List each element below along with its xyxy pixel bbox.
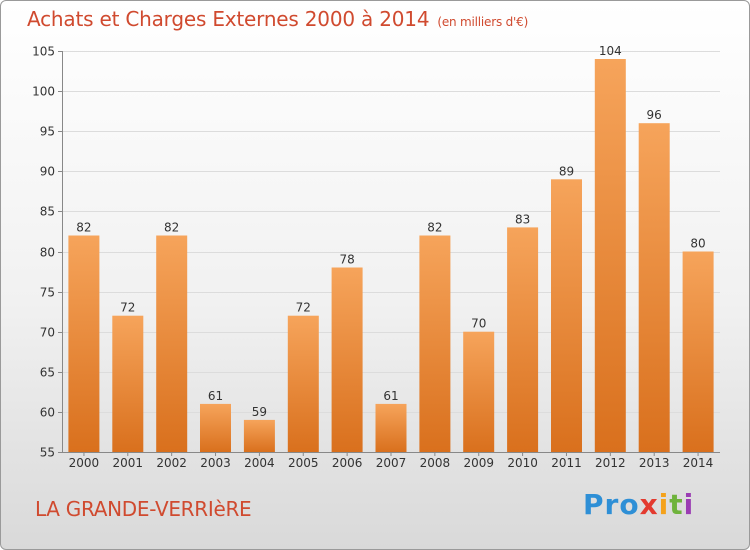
x-tick-label: 2013 — [639, 456, 670, 470]
x-tick-label: 2001 — [113, 456, 144, 470]
logo-part: i — [658, 488, 670, 521]
bar-2010 — [507, 227, 539, 452]
value-label: 72 — [120, 301, 135, 315]
bar-2007 — [375, 403, 407, 452]
x-tick-label: 2002 — [156, 456, 187, 470]
bar-2014 — [682, 251, 714, 452]
value-label: 104 — [599, 44, 622, 58]
y-tick-label: 75 — [40, 286, 55, 300]
x-tick-label: 2012 — [595, 456, 626, 470]
logo-part: Pro — [583, 488, 640, 521]
y-tick-label: 80 — [40, 246, 55, 260]
x-tick-label: 2000 — [69, 456, 100, 470]
value-label: 61 — [208, 389, 223, 403]
logo-part: i — [683, 488, 695, 521]
x-tick-label: 2014 — [683, 456, 714, 470]
value-label: 72 — [296, 301, 311, 315]
bar-2003 — [200, 403, 231, 452]
logo-part: x — [639, 488, 659, 521]
bar-2009 — [463, 331, 495, 452]
y-tick-label: 100 — [32, 85, 55, 99]
bar-2012 — [594, 59, 626, 452]
proxiti-logo: Proxiti — [583, 488, 694, 521]
y-tick-label: 105 — [32, 45, 55, 59]
logo-part: t — [669, 488, 684, 521]
x-tick-label: 2003 — [200, 456, 231, 470]
x-tick-label: 2005 — [288, 456, 319, 470]
bar-2008 — [419, 235, 451, 452]
axes — [58, 51, 720, 456]
chart-subtitle: (en milliers d'€) — [437, 15, 529, 29]
x-tick-label: 2006 — [332, 456, 363, 470]
x-tick-label: 2004 — [244, 456, 275, 470]
value-label: 61 — [383, 389, 398, 403]
bar-2000 — [68, 235, 100, 452]
x-tick-label: 2008 — [420, 456, 451, 470]
value-label: 82 — [427, 220, 442, 234]
x-tick-label: 2010 — [507, 456, 538, 470]
value-label: 82 — [164, 220, 179, 234]
y-tick-label: 70 — [40, 326, 55, 340]
bar-2001 — [112, 315, 144, 452]
y-tick-label: 90 — [40, 165, 55, 179]
bars — [68, 59, 714, 453]
x-tick-label: 2011 — [551, 456, 582, 470]
chart-title-text: Achats et Charges Externes 2000 à 2014 — [27, 7, 430, 31]
value-label: 59 — [252, 405, 267, 419]
y-tick-label: 95 — [40, 125, 55, 139]
bar-2006 — [331, 267, 363, 452]
bar-2004 — [243, 419, 275, 452]
y-tick-label: 60 — [40, 406, 55, 420]
value-label: 83 — [515, 212, 530, 226]
value-label: 82 — [76, 220, 91, 234]
y-tick-label: 55 — [40, 446, 55, 460]
bar-2005 — [287, 315, 319, 452]
value-label: 80 — [690, 237, 705, 251]
place-name: LA GRANDE-VERRIèRE — [35, 497, 252, 521]
chart-title: Achats et Charges Externes 2000 à 2014 (e… — [27, 7, 528, 31]
labels: 55 60 65 70 75 80 85 90 95 100 105 2000 82 2001 72 2002… — [32, 44, 713, 470]
value-label: 96 — [647, 108, 662, 122]
value-label: 89 — [559, 164, 574, 178]
x-tick-label: 2007 — [376, 456, 407, 470]
bar-2002 — [156, 235, 188, 452]
value-label: 78 — [339, 253, 354, 267]
y-tick-label: 85 — [40, 205, 55, 219]
bar-2013 — [638, 123, 670, 452]
y-tick-label: 65 — [40, 366, 55, 380]
x-tick-label: 2009 — [463, 456, 494, 470]
bar-2011 — [551, 179, 582, 453]
value-label: 70 — [471, 317, 486, 331]
